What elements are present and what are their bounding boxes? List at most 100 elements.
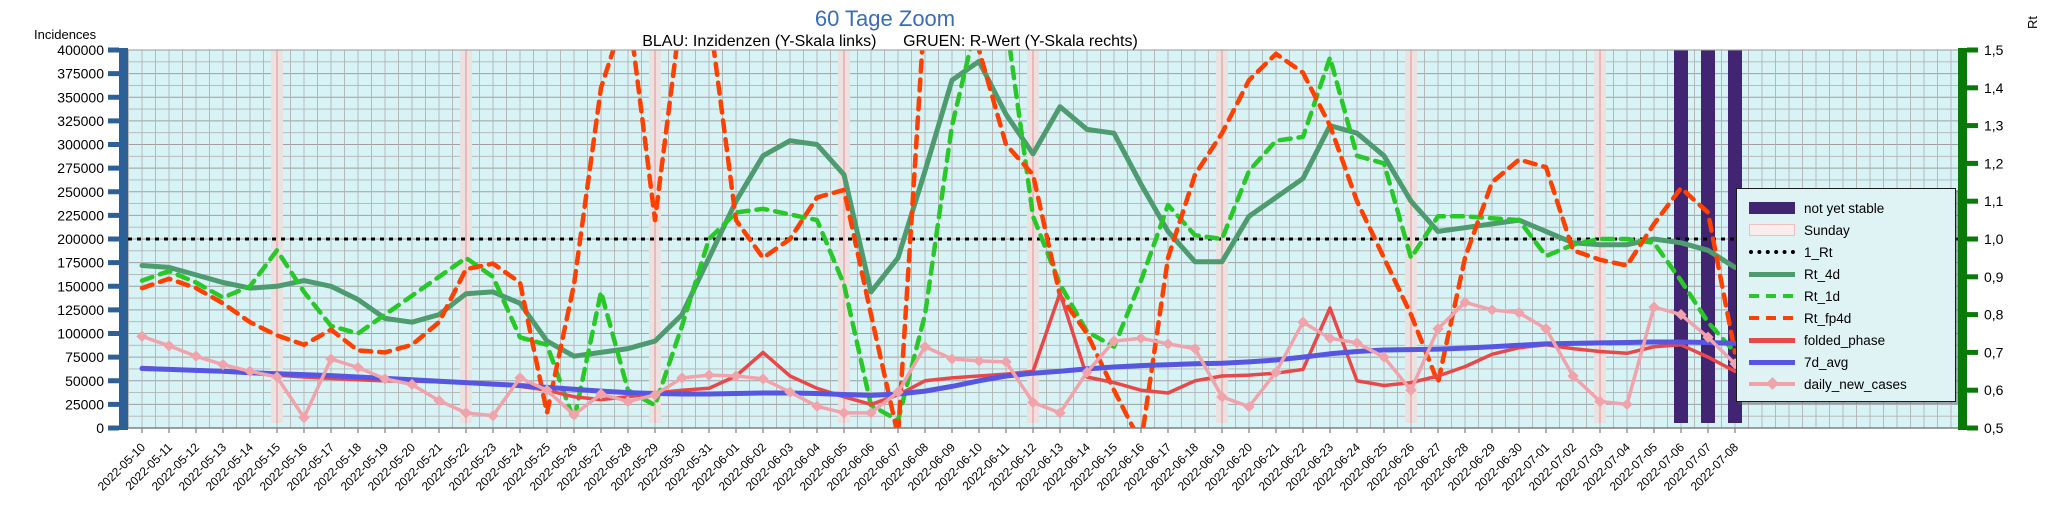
axes bbox=[119, 48, 1967, 430]
legend-label: Sunday bbox=[1804, 222, 1850, 238]
left-tick-label: 125000 bbox=[57, 302, 104, 318]
legend-swatch bbox=[1749, 250, 1795, 254]
right-tick-label: 1,5 bbox=[1984, 42, 2004, 58]
right-tick-label: 0,7 bbox=[1984, 344, 2004, 360]
daily-new-cases-marker bbox=[1216, 391, 1228, 403]
left-tick-label: 375000 bbox=[57, 66, 104, 82]
daily-new-cases-marker bbox=[1432, 323, 1444, 335]
left-tick-label: 75000 bbox=[65, 349, 104, 365]
left-tick-label: 25000 bbox=[65, 396, 104, 412]
left-tick-labels: 0 25000 50000 75000 100000 125000 150000 175000… bbox=[57, 42, 119, 436]
daily-new-cases-marker bbox=[1243, 401, 1255, 413]
chart-subtitle: BLAU: Inzidenzen (Y-Skala links) GRUEN: … bbox=[642, 33, 1138, 50]
legend-item-daily-new-cases: daily_new_cases bbox=[1749, 373, 1945, 395]
legend-label: Rt_4d bbox=[1804, 266, 1841, 282]
daily-new-cases-marker bbox=[1135, 332, 1147, 344]
daily-new-cases-marker bbox=[1405, 384, 1417, 396]
left-axis-title: Incidences bbox=[34, 27, 97, 42]
legend-swatch bbox=[1749, 271, 1795, 277]
left-tick-label: 300000 bbox=[57, 137, 104, 153]
daily-new-cases-marker bbox=[1270, 366, 1282, 378]
right-tick-label: 0,8 bbox=[1984, 307, 2004, 323]
left-tick-label: 325000 bbox=[57, 113, 104, 129]
left-tick-label: 350000 bbox=[57, 89, 104, 105]
left-tick-label: 275000 bbox=[57, 160, 104, 176]
legend: not yet stable Sunday 1_Rt Rt_4d Rt_1d Rt_fp4… bbox=[1736, 188, 1956, 402]
daily-new-cases-marker bbox=[1513, 307, 1525, 319]
right-tick-label: 1,3 bbox=[1984, 118, 2004, 134]
left-tick-label: 225000 bbox=[57, 207, 104, 223]
left-axis-spine bbox=[119, 48, 128, 430]
not-yet-stable-band bbox=[1674, 50, 1688, 423]
x-tick-labels: 2022-05-102022-05-112022-05-122022-05-13… bbox=[95, 428, 1741, 494]
daily-new-cases-marker bbox=[1486, 304, 1498, 316]
legend-swatch bbox=[1749, 202, 1795, 214]
legend-label: 1_Rt bbox=[1804, 244, 1833, 260]
daily-new-cases-marker bbox=[1567, 370, 1579, 382]
not-yet-stable-bands bbox=[1674, 50, 1742, 423]
legend-swatch bbox=[1749, 337, 1795, 343]
legend-item-folded-phase: folded_phase bbox=[1749, 329, 1945, 351]
left-tick-label: 0 bbox=[96, 420, 104, 436]
not-yet-stable-band bbox=[1701, 50, 1715, 423]
diamond-marker-icon bbox=[1766, 376, 1779, 390]
daily-new-cases-marker bbox=[1648, 301, 1660, 313]
left-tick-label: 400000 bbox=[57, 42, 104, 58]
legend-item-rt-fp4d: Rt_fp4d bbox=[1749, 307, 1945, 329]
legend-label: 7d_avg bbox=[1804, 354, 1849, 370]
legend-item-7d-avg: 7d_avg bbox=[1749, 351, 1945, 373]
daily-new-cases-marker bbox=[1459, 296, 1471, 308]
right-axis-spine bbox=[1958, 48, 1967, 430]
daily-new-cases-marker bbox=[1675, 308, 1687, 321]
legend-item-rt-4d: Rt_4d bbox=[1749, 263, 1945, 285]
right-tick-label: 1,4 bbox=[1984, 80, 2004, 96]
right-tick-label: 0,6 bbox=[1984, 382, 2004, 398]
daily-new-cases-marker bbox=[1189, 342, 1201, 355]
daily-new-cases-marker bbox=[1621, 398, 1633, 411]
left-tick-label: 250000 bbox=[57, 184, 104, 200]
right-tick-label: 0,9 bbox=[1984, 269, 2004, 285]
legend-swatch bbox=[1749, 224, 1795, 236]
right-tick-label: 0,5 bbox=[1984, 420, 2004, 436]
sunday-bands bbox=[271, 50, 1606, 423]
legend-label: not yet stable bbox=[1804, 200, 1885, 216]
daily-new-cases-marker bbox=[1324, 332, 1336, 344]
daily-new-cases-marker bbox=[1378, 351, 1390, 363]
legend-label: Rt_fp4d bbox=[1804, 310, 1852, 326]
legend-swatch bbox=[1749, 359, 1795, 365]
series-Rt_1d bbox=[139, 50, 1738, 423]
legend-swatch bbox=[1749, 376, 1795, 390]
right-tick-label: 1,2 bbox=[1984, 155, 2004, 171]
daily-new-cases-marker bbox=[1702, 331, 1714, 343]
legend-label: daily_new_cases bbox=[1804, 376, 1907, 392]
right-tick-labels: 0,5 0,6 0,7 0,8 0,9 1,0 1,1 1,2 1,3 1,4 1,5 bbox=[1967, 42, 2004, 436]
legend-item-rt-1d: Rt_1d bbox=[1749, 285, 1945, 307]
legend-item-sunday: Sunday bbox=[1749, 219, 1945, 241]
legend-label: Rt_1d bbox=[1804, 288, 1841, 304]
legend-swatch bbox=[1749, 293, 1795, 299]
daily-new-cases-marker bbox=[1081, 366, 1093, 378]
daily-new-cases-marker bbox=[1297, 316, 1309, 328]
left-tick-label: 100000 bbox=[57, 326, 104, 342]
daily-new-cases-marker bbox=[1027, 396, 1039, 409]
daily-new-cases-marker bbox=[1162, 338, 1174, 350]
legend-item-not-yet-stable: not yet stable bbox=[1749, 197, 1945, 219]
series-Rt_4d bbox=[139, 58, 1738, 359]
legend-item-1-rt: 1_Rt bbox=[1749, 241, 1945, 263]
daily-new-cases-marker bbox=[1351, 337, 1363, 349]
series-Rt_fp4d bbox=[139, 50, 1738, 428]
daily-new-cases-marker bbox=[1054, 407, 1066, 419]
series-7d_avg bbox=[139, 339, 1738, 398]
right-tick-label: 1,0 bbox=[1984, 231, 2004, 247]
daily-new-cases-marker bbox=[1540, 323, 1552, 335]
legend-swatch bbox=[1749, 315, 1795, 321]
left-tick-label: 200000 bbox=[57, 231, 104, 247]
legend-label: folded_phase bbox=[1804, 332, 1886, 348]
right-tick-label: 1,1 bbox=[1984, 193, 2004, 209]
left-tick-label: 50000 bbox=[65, 373, 104, 389]
chart-title: 60 Tage Zoom bbox=[814, 6, 956, 31]
daily-new-cases-marker bbox=[1108, 335, 1120, 347]
left-tick-label: 150000 bbox=[57, 278, 104, 294]
daily-new-cases-marker bbox=[1594, 395, 1606, 408]
